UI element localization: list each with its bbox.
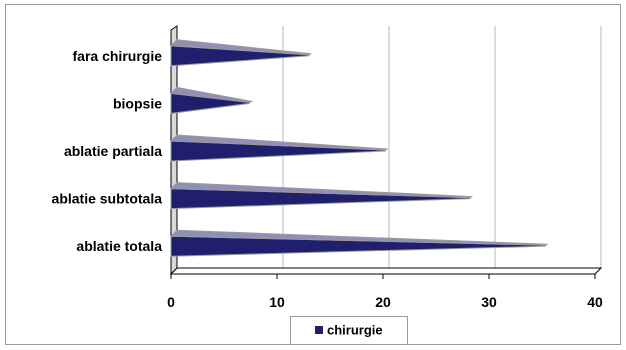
bar-top-face <box>169 134 388 151</box>
x-tick-label: 30 <box>481 294 497 310</box>
category-label: biopsie <box>113 95 162 111</box>
legend: chirurgie <box>290 316 408 345</box>
bar-top-face <box>169 229 548 246</box>
x-tick-label: 10 <box>269 294 285 310</box>
category-labels: fara chirurgie biopsie ablatie partiala abl… <box>52 48 163 254</box>
category-label: fara chirurgie <box>73 48 163 64</box>
x-tick-label: 40 <box>587 294 603 310</box>
x-tick-label: 0 <box>167 294 175 310</box>
x-tick-label: 20 <box>375 294 391 310</box>
bar-top-face <box>169 39 312 56</box>
bar-top-face <box>169 86 254 103</box>
x-axis-floor <box>169 267 603 275</box>
chart-border <box>5 4 621 345</box>
legend-box <box>290 316 408 345</box>
category-label: ablatie partiala <box>64 143 162 159</box>
legend-label: chirurgie <box>327 323 383 338</box>
bar-top-face <box>169 182 473 199</box>
legend-swatch <box>315 326 323 334</box>
x-tick-labels: 0 10 20 30 40 <box>167 294 603 310</box>
bars <box>169 39 548 257</box>
category-label: ablatie subtotala <box>52 191 163 207</box>
category-label: ablatie totala <box>76 238 162 254</box>
